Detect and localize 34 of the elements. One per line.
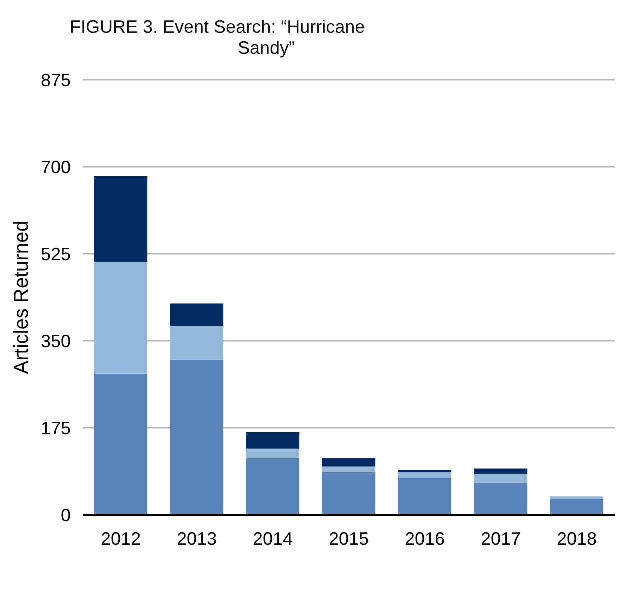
x-tick-label: 2012 [100,529,142,549]
y-tick-label: 700 [40,157,71,178]
bar [398,478,452,515]
bar [474,474,528,484]
bar [398,472,452,478]
y-axis-title: Articles Returned [11,220,33,374]
bar [246,458,300,515]
bar [246,432,300,449]
bar [170,360,224,515]
bar [170,304,224,326]
bar [550,496,604,500]
bar [474,468,528,474]
x-tick-label: 2015 [328,529,370,549]
y-tick-label: 175 [40,418,71,438]
x-tick-label: 2014 [252,529,294,549]
x-tick-label: 2018 [556,529,598,549]
x-tick-label: 2013 [176,529,218,549]
y-tick-label: 350 [40,331,71,352]
bar [94,262,148,374]
bar [246,448,300,458]
bar [550,499,604,515]
x-tick-label: 2017 [480,529,522,549]
y-tick-label: 525 [40,244,71,264]
bar [322,466,376,472]
bar [94,374,148,515]
y-tick-label: 0 [60,505,71,526]
bar [474,483,528,515]
chart-title: FIGURE 3. Event Search: “Hurricane Sandy” [70,17,366,58]
x-tick-label: 2016 [404,529,446,549]
y-tick-label: 875 [40,70,71,90]
bar [322,458,376,467]
bar [322,472,376,515]
bar [94,176,148,262]
bar [170,326,224,360]
